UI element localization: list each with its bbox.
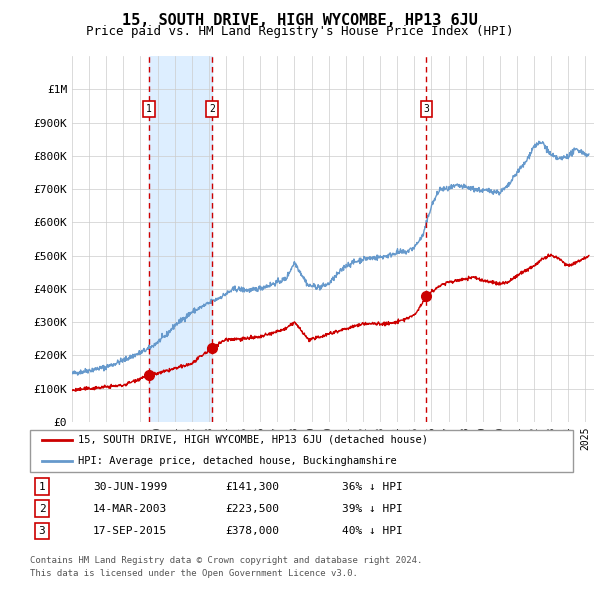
Text: 36% ↓ HPI: 36% ↓ HPI <box>342 482 403 491</box>
Text: HPI: Average price, detached house, Buckinghamshire: HPI: Average price, detached house, Buck… <box>78 457 397 466</box>
Text: 3: 3 <box>38 526 46 536</box>
Text: 1: 1 <box>38 482 46 491</box>
Text: 1: 1 <box>146 104 152 114</box>
Bar <box>149 56 212 422</box>
Text: 39% ↓ HPI: 39% ↓ HPI <box>342 504 403 513</box>
Text: 40% ↓ HPI: 40% ↓ HPI <box>342 526 403 536</box>
Text: 15, SOUTH DRIVE, HIGH WYCOMBE, HP13 6JU: 15, SOUTH DRIVE, HIGH WYCOMBE, HP13 6JU <box>122 13 478 28</box>
Text: 30-JUN-1999: 30-JUN-1999 <box>93 482 167 491</box>
Text: 2: 2 <box>209 104 215 114</box>
Text: Price paid vs. HM Land Registry's House Price Index (HPI): Price paid vs. HM Land Registry's House … <box>86 25 514 38</box>
Text: This data is licensed under the Open Government Licence v3.0.: This data is licensed under the Open Gov… <box>30 569 358 578</box>
Text: Contains HM Land Registry data © Crown copyright and database right 2024.: Contains HM Land Registry data © Crown c… <box>30 556 422 565</box>
Text: 17-SEP-2015: 17-SEP-2015 <box>93 526 167 536</box>
Text: 3: 3 <box>424 104 430 114</box>
Text: £141,300: £141,300 <box>225 482 279 491</box>
Text: £378,000: £378,000 <box>225 526 279 536</box>
Text: 14-MAR-2003: 14-MAR-2003 <box>93 504 167 513</box>
Text: 2: 2 <box>38 504 46 513</box>
Text: £223,500: £223,500 <box>225 504 279 513</box>
Text: 15, SOUTH DRIVE, HIGH WYCOMBE, HP13 6JU (detached house): 15, SOUTH DRIVE, HIGH WYCOMBE, HP13 6JU … <box>78 435 428 444</box>
